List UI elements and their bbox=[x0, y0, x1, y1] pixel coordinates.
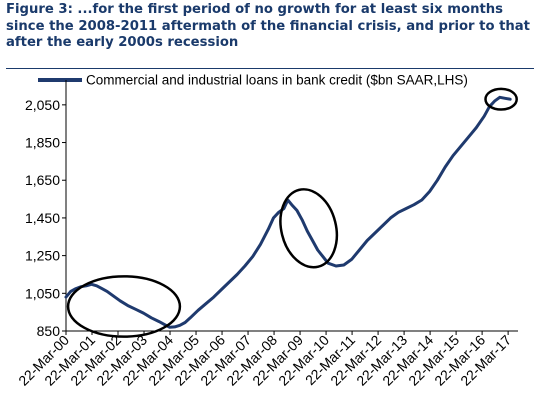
y-tick-label: 1,250 bbox=[25, 248, 60, 264]
figure-title: Figure 3: ...for the first period of no … bbox=[6, 2, 530, 50]
title-divider bbox=[6, 68, 534, 69]
annotation-ellipse bbox=[66, 275, 182, 338]
axes bbox=[65, 80, 518, 332]
y-tick-label: 1,850 bbox=[25, 135, 60, 151]
y-tick-label: 2,050 bbox=[25, 97, 60, 113]
legend: Commercial and industrial loans in bank … bbox=[38, 73, 468, 88]
y-axis-ticks: 850 1,050 1,250 1,450 1,650 1,850 2,050 bbox=[25, 97, 66, 339]
x-axis-ticks: 22-Mar-0022-Mar-0122-Mar-0222-Mar-0322-M… bbox=[15, 331, 514, 389]
annotation-layer bbox=[66, 87, 518, 338]
y-tick-label: 850 bbox=[37, 323, 61, 339]
y-tick-label: 1,050 bbox=[25, 285, 60, 301]
legend-label: Commercial and industrial loans in bank … bbox=[86, 73, 468, 88]
annotation-ellipse bbox=[279, 188, 339, 269]
y-tick-label: 1,650 bbox=[25, 172, 60, 188]
series-line-c-and-i-loans bbox=[64, 95, 512, 329]
annotation-ellipse bbox=[484, 87, 518, 111]
series-layer bbox=[64, 95, 512, 329]
y-tick-label: 1,450 bbox=[25, 210, 60, 226]
